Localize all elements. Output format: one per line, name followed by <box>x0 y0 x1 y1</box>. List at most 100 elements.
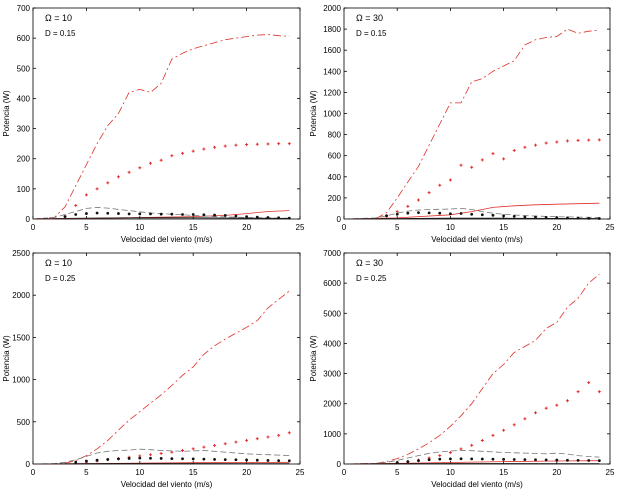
annotation-omega: Ω = 30 <box>356 13 383 23</box>
series-4-point <box>287 216 291 220</box>
series-4-point <box>512 458 516 461</box>
y-tick-label: 2000 <box>12 291 30 300</box>
series-4-point <box>491 457 495 461</box>
series-1-point <box>512 148 516 152</box>
annotation-d: D = 0.25 <box>356 274 387 283</box>
series-1-point <box>459 447 463 451</box>
series-1-point <box>565 399 569 403</box>
series-1-point <box>245 143 249 147</box>
y-axis-label: Potencia (W) <box>309 335 318 382</box>
series-1-point <box>523 145 527 149</box>
series-1-point <box>491 152 495 156</box>
series-4-point <box>406 460 410 463</box>
y-tick-label: 0 <box>337 215 342 224</box>
series-1-point <box>597 390 601 394</box>
series-5-line <box>343 217 600 220</box>
series-4-point <box>417 459 420 463</box>
series-1-point <box>534 411 538 415</box>
y-tick-label: 500 <box>17 64 31 73</box>
series-4-point <box>127 457 131 460</box>
x-tick-label: 5 <box>395 223 400 232</box>
series-4-point <box>159 212 163 216</box>
series-4-point <box>566 216 569 220</box>
series-4-point <box>159 457 163 460</box>
series-4-point <box>266 459 270 462</box>
series-1-point <box>395 210 399 214</box>
x-tick-label: 10 <box>446 223 455 232</box>
series-4-point <box>255 458 259 462</box>
series-1-point <box>470 443 474 447</box>
series-1-point <box>266 435 270 439</box>
series-4-point <box>597 459 601 463</box>
y-tick-label: 5000 <box>323 309 341 318</box>
series-4-point <box>512 214 516 218</box>
x-axis-label: Velocidad del viento (m/s) <box>121 480 213 489</box>
y-tick-label: 300 <box>17 125 31 134</box>
series-4-point <box>523 458 527 462</box>
x-tick-label: 25 <box>296 223 305 232</box>
series-4-point <box>427 458 431 462</box>
axes-frame <box>32 252 301 465</box>
series-4-point <box>170 212 174 216</box>
y-tick-label: 600 <box>17 34 31 43</box>
series-4-point <box>470 212 474 216</box>
series-4-point <box>480 213 484 217</box>
series-4-point <box>117 212 120 215</box>
y-tick-label: 0 <box>337 460 342 469</box>
series-3-line <box>32 207 290 220</box>
series-4-point <box>459 212 463 215</box>
y-tick-label: 200 <box>328 194 342 203</box>
x-tick-label: 25 <box>296 468 305 477</box>
series-1-point <box>202 147 206 151</box>
x-tick-label: 15 <box>499 468 508 477</box>
x-axis-label: Velocidad del viento (m/s) <box>431 235 523 244</box>
series-1-point <box>576 390 580 394</box>
series-5-line <box>343 463 600 465</box>
series-0-line <box>32 290 290 465</box>
series-1-point <box>544 406 548 410</box>
x-tick-label: 15 <box>189 468 198 477</box>
series-1-point <box>159 451 163 455</box>
series-1-point <box>427 191 431 195</box>
y-tick-label: 400 <box>328 173 342 182</box>
y-tick-label: 7000 <box>323 249 341 258</box>
series-4-point <box>138 456 142 460</box>
x-tick-label: 20 <box>242 468 251 477</box>
y-tick-label: 1000 <box>323 430 341 439</box>
series-4-point <box>223 458 227 462</box>
y-tick-label: 1200 <box>323 88 341 97</box>
x-tick-label: 0 <box>342 468 347 477</box>
y-axis-label: Potencia (W) <box>309 90 318 137</box>
series-4-point <box>438 457 442 461</box>
annotation-d: D = 0.15 <box>45 29 76 38</box>
series-4-point <box>191 457 195 461</box>
series-1-point <box>555 140 559 144</box>
x-tick-label: 20 <box>552 223 561 232</box>
series-1-point <box>159 158 163 162</box>
y-tick-label: 3000 <box>323 370 341 379</box>
series-1-point <box>277 142 281 146</box>
series-4-point <box>449 457 452 461</box>
x-tick-label: 0 <box>31 468 36 477</box>
series-1-point <box>191 447 195 451</box>
chart-omega30-d015: Ω = 30 D = 0.15 Velocidad del viento (m/… <box>309 4 615 244</box>
series-1-point <box>459 163 463 167</box>
series-1-point <box>491 433 495 437</box>
x-tick-label: 0 <box>31 223 36 232</box>
series-4-point <box>127 212 131 216</box>
series-4-point <box>502 214 505 218</box>
series-2-line <box>343 202 600 220</box>
x-tick-label: 25 <box>606 468 615 477</box>
y-tick-label: 500 <box>17 418 31 427</box>
series-4-point <box>234 214 238 218</box>
series-1-point <box>181 151 185 155</box>
series-1-point <box>502 157 506 161</box>
y-tick-label: 1800 <box>323 25 341 34</box>
series-4-point <box>470 457 474 461</box>
series-4-point <box>85 212 88 215</box>
series-4-point <box>385 214 388 218</box>
series-4-point <box>106 211 110 215</box>
series-1-point <box>181 448 185 452</box>
series-5-line <box>32 463 290 465</box>
series-4-point <box>149 456 152 460</box>
